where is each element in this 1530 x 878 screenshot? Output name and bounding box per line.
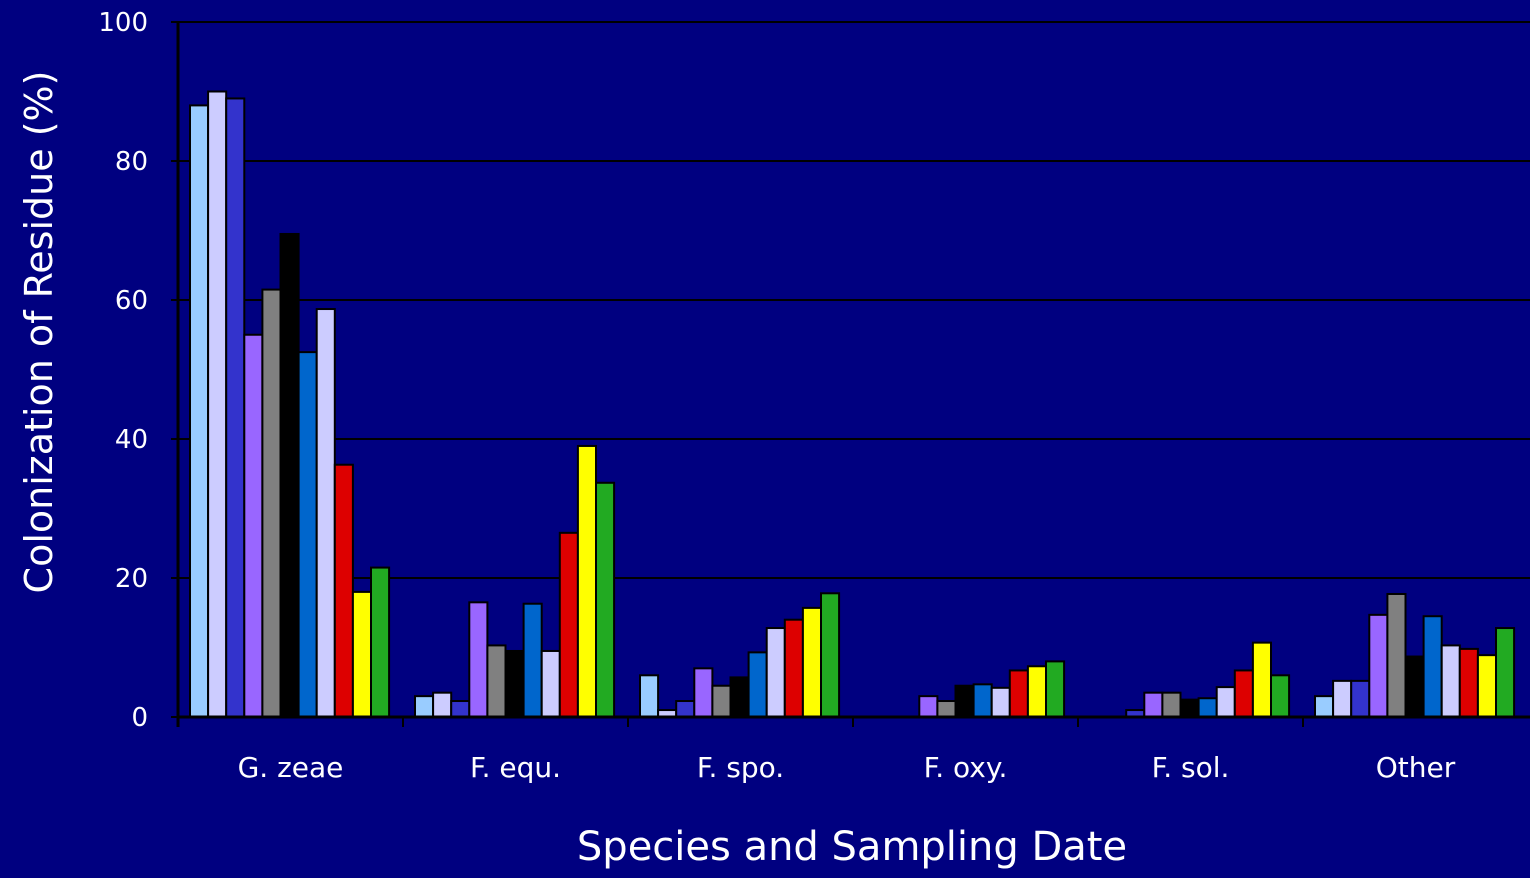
bar: [783, 618, 804, 719]
bar: [1314, 695, 1335, 719]
x-tick-label: Other: [1376, 751, 1456, 784]
bar: [1215, 686, 1236, 718]
bar: [1368, 613, 1389, 719]
bar: [1161, 691, 1182, 718]
y-tick-label: 0: [131, 703, 148, 733]
bar: [351, 590, 372, 719]
bar: [370, 566, 391, 719]
axis-labels: Colonization of Residue (%) Species and …: [17, 71, 1127, 870]
bar: [1143, 691, 1164, 718]
y-tick-label: 100: [98, 8, 148, 38]
bar: [1197, 697, 1218, 718]
bar: [1404, 655, 1425, 718]
bar: [675, 700, 696, 719]
x-tick-label: F. oxy.: [924, 751, 1008, 784]
bar: [540, 649, 561, 718]
bar: [1179, 698, 1200, 718]
bar: [1422, 615, 1443, 718]
bar: [1458, 647, 1479, 719]
bar: [486, 644, 507, 718]
bar: [1350, 679, 1371, 718]
bar: [279, 232, 300, 718]
bar: [918, 695, 939, 719]
bar: [189, 104, 210, 718]
y-tick-label: 80: [115, 147, 148, 177]
bar: [1251, 641, 1273, 719]
bars: [189, 90, 1516, 719]
x-tick-label: G. zeae: [238, 751, 344, 784]
bar: [243, 333, 264, 718]
y-axis-title: Colonization of Residue (%): [17, 71, 61, 594]
bar: [1332, 679, 1353, 718]
bar: [1270, 674, 1291, 718]
bar: [207, 90, 228, 718]
bar: [693, 667, 714, 718]
bar: [522, 602, 543, 719]
x-tick-label: F. sol.: [1152, 751, 1230, 784]
bar: [936, 700, 957, 719]
bar: [972, 683, 993, 719]
y-tick-label: 60: [115, 286, 148, 316]
bar: [1495, 627, 1516, 718]
bar: [729, 676, 750, 719]
x-axis-title: Species and Sampling Date: [577, 824, 1127, 870]
bar: [432, 691, 453, 718]
bar: [1476, 654, 1498, 719]
bar: [765, 627, 786, 718]
bar: [1233, 669, 1254, 718]
bar: [414, 695, 435, 719]
bar: [954, 684, 975, 718]
bar: [711, 684, 732, 718]
bar: [1026, 665, 1048, 719]
bar: [576, 444, 598, 718]
bar: [1440, 644, 1461, 718]
bar: [801, 606, 823, 719]
bar: [225, 97, 246, 718]
y-tick-label: 20: [115, 564, 148, 594]
bar: [333, 463, 354, 718]
bar: [820, 592, 841, 718]
bar: [315, 308, 336, 718]
gridlines: [178, 21, 1530, 579]
bar: [1008, 669, 1029, 718]
bar: [504, 649, 525, 718]
bar: [297, 351, 318, 718]
x-tick-label: F. equ.: [470, 751, 561, 784]
x-tick-label: F. spo.: [697, 751, 784, 784]
bar: [639, 674, 660, 718]
bar: [747, 651, 768, 718]
y-tick-label: 40: [115, 425, 148, 455]
bar: [990, 686, 1011, 718]
axes: 0 20 40 60 80 100 G. zeae F. equ. F. spo. F. oxy.…: [98, 8, 1530, 784]
bar: [261, 288, 282, 718]
bar: [558, 531, 579, 719]
bar: [595, 481, 616, 718]
bar: [1045, 660, 1066, 719]
bar: [1386, 592, 1407, 718]
bar: [468, 601, 489, 719]
bar: [450, 700, 471, 719]
